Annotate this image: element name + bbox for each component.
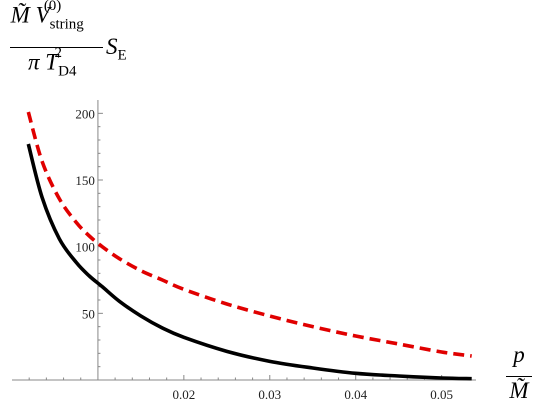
y-ticks: 50 100 150 200 — [75, 106, 103, 368]
x-label-denominator: M̃ — [509, 378, 529, 403]
series-line-dashed — [26, 111, 472, 358]
x-axis-label: p M̃ — [500, 342, 538, 412]
y-label-numerator: M̃ Vstring(0) — [10, 0, 84, 33]
x-tick-label: 0.04 — [344, 387, 367, 402]
y-tick-label: 50 — [82, 306, 95, 321]
y-label-denominator: π TD42 — [28, 45, 77, 80]
y-tick-label: 150 — [75, 173, 95, 188]
series-line-solid — [26, 143, 472, 381]
y-tick-label: 100 — [75, 240, 95, 255]
x-label-numerator: p — [513, 342, 525, 367]
y-tick-label: 200 — [75, 106, 95, 121]
x-tick-label: 0.02 — [172, 387, 195, 402]
x-tick-label: 0.05 — [430, 387, 453, 402]
y-label-trailing: SE — [106, 34, 127, 64]
x-tick-label: 0.03 — [258, 387, 281, 402]
axes — [12, 100, 476, 381]
series-group — [26, 111, 472, 381]
x-ticks: 0.02 0.03 0.04 0.05 — [28, 375, 460, 402]
y-axis-label: M̃ Vstring(0) π TD42 SE — [6, 0, 156, 92]
x-label-fraction-bar — [506, 376, 532, 377]
y-label-fraction-bar — [10, 47, 103, 48]
